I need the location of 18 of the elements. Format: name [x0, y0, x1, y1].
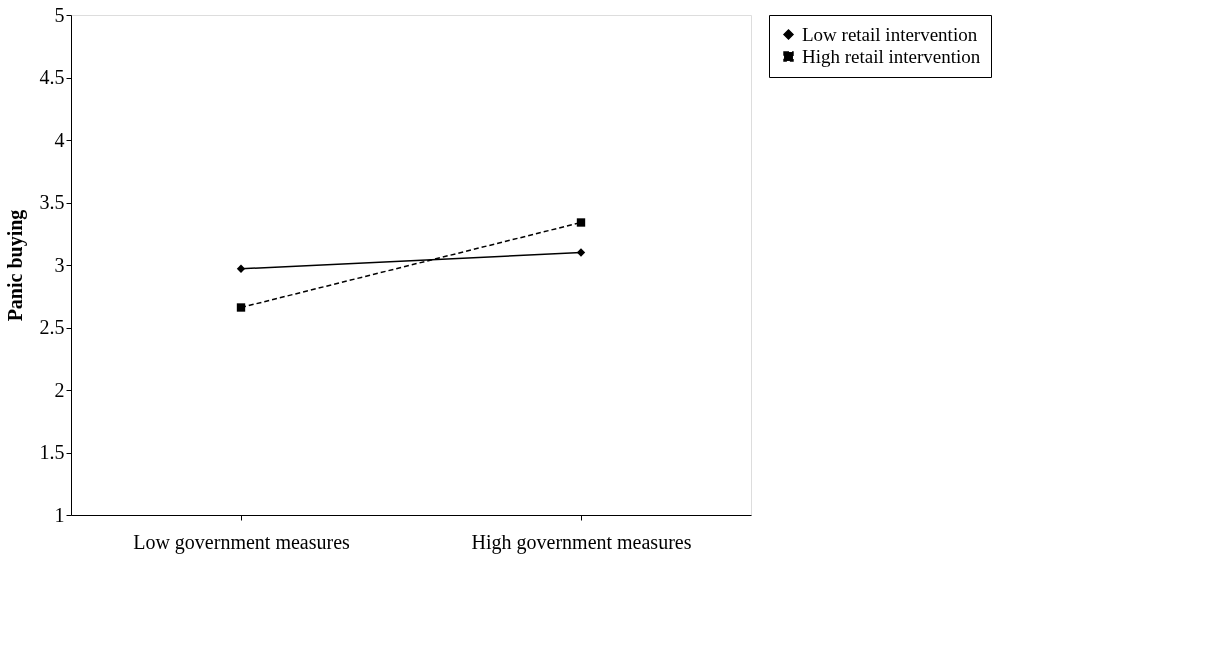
- point: [236, 303, 246, 312]
- y-tick-label: 1.5: [39, 441, 65, 463]
- point: [236, 264, 246, 273]
- y-tick-label: 3: [54, 253, 65, 276]
- y-tick-label: 2: [54, 378, 65, 401]
- y-tick-label: 5: [54, 3, 65, 26]
- y-tick-label: 3.5: [39, 191, 65, 213]
- y-tick-label: 2.5: [39, 316, 65, 338]
- y-tick-label: 4.5: [39, 66, 65, 88]
- x-tick-label: Low government measures: [133, 530, 351, 554]
- point: [576, 218, 586, 227]
- y-tick-label: 1: [54, 503, 65, 526]
- y-tick-label: 4: [54, 128, 65, 151]
- legend-label: Low retail intervention: [802, 23, 978, 45]
- point: [576, 248, 586, 257]
- legend-label: High retail intervention: [802, 45, 981, 67]
- y-axis-title: Panic buying: [3, 209, 27, 322]
- x-tick-label: High government measures: [471, 530, 692, 554]
